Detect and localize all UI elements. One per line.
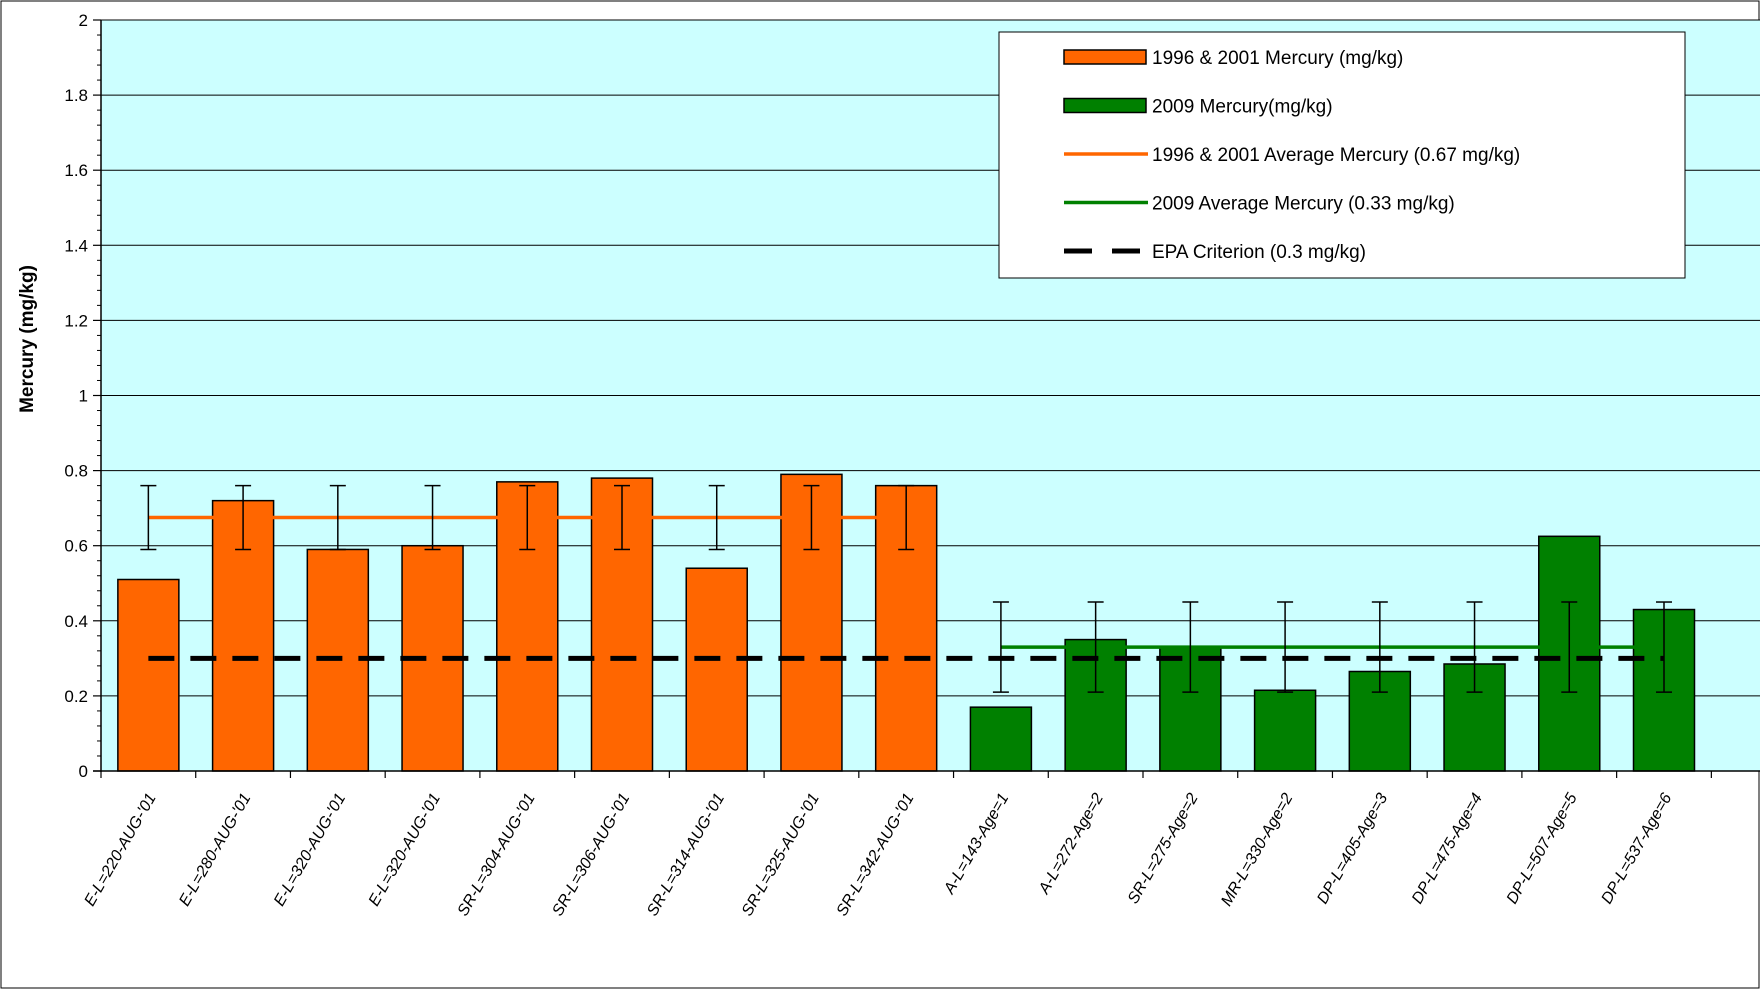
legend-item: 1996 & 2001 Average Mercury (0.67 mg/kg) [1064,145,1520,166]
y-tick-label: 0.2 [64,687,88,706]
y-tick-label: 0.4 [64,612,88,631]
error-bar [1182,601,1199,693]
y-tick-label: 2 [79,11,88,30]
legend-swatch [1063,49,1147,65]
legend-item: EPA Criterion (0.3 mg/kg) [1064,242,1366,263]
bar [685,567,748,772]
error-bar [140,484,157,551]
legend-label: 2009 Mercury(mg/kg) [1152,97,1333,118]
y-tick-label: 1.4 [64,236,88,255]
y-tick-label: 1 [79,387,88,406]
legend-swatch [1063,97,1147,114]
error-bar [1087,601,1104,693]
error-bar [1466,601,1483,693]
legend-item: 2009 Mercury(mg/kg) [1063,97,1333,118]
bar [1253,689,1317,772]
error-bar [614,484,630,551]
y-tick-label: 0.8 [64,462,88,481]
axes [93,19,1760,778]
y-tick-label: 1.8 [64,86,88,105]
error-bar [329,484,346,551]
y-tick-label: 1.2 [64,311,88,330]
y-tick-label: 0 [79,762,88,781]
bar [969,706,1033,772]
bar [117,578,180,772]
legend-label: 1996 & 2001 Average Mercury (0.67 mg/kg) [1152,145,1520,166]
error-bar [898,484,915,551]
error-bar [708,484,725,551]
error-bars [140,484,1672,693]
error-bar [519,484,536,551]
error-bar [1561,601,1578,693]
error-bar [424,484,441,551]
legend-item: 1996 & 2001 Mercury (mg/kg) [1063,48,1403,69]
error-bar [235,484,252,551]
error-bar [992,601,1009,693]
y-tick-label: 1.6 [64,161,88,180]
error-bar [803,484,820,551]
legend-label: 2009 Average Mercury (0.33 mg/kg) [1152,194,1455,215]
legend-label: 1996 & 2001 Mercury (mg/kg) [1152,48,1403,69]
y-tick-labels: 0 0.2 0.4 0.6 0.8 1 1.2 1.4 1.6 1.8 2 [64,11,88,781]
error-bar [1277,601,1294,693]
legend-label: EPA Criterion (0.3 mg/kg) [1152,242,1366,263]
error-bar [1371,601,1388,693]
y-axis-label: Mercury (mg/kg) [17,265,38,413]
y-tick-label: 0.6 [64,537,88,556]
error-bar [1656,601,1672,693]
legend-item: 2009 Average Mercury (0.33 mg/kg) [1064,194,1455,215]
legend: 1996 & 2001 Mercury (mg/kg) 2009 Mercury(… [998,31,1686,279]
